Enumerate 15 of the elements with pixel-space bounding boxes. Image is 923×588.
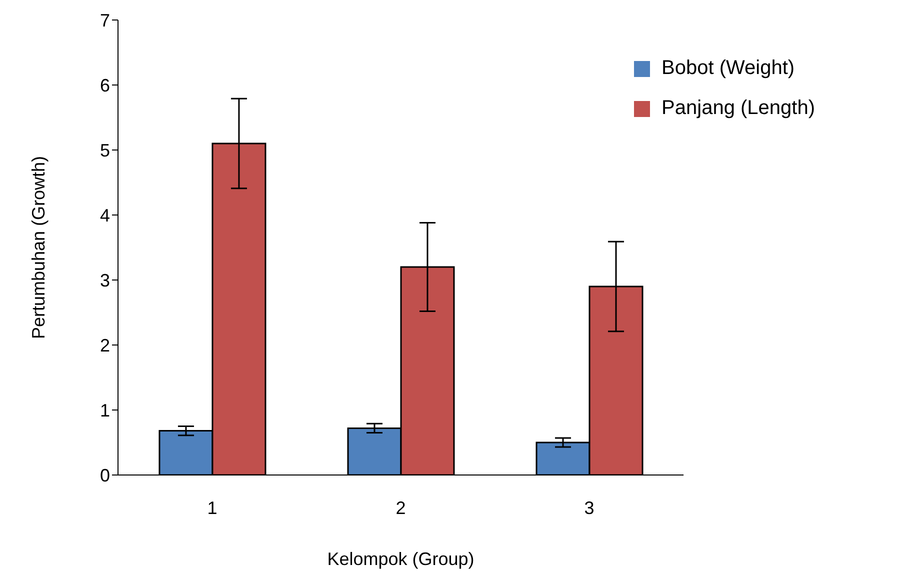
y-tick-label: 7 [100, 10, 110, 30]
x-tick-label: 3 [584, 498, 594, 518]
y-axis-title: Pertumbuhan (Growth) [28, 156, 48, 340]
legend-label: Bobot (Weight) [662, 57, 795, 79]
y-tick-label: 1 [100, 400, 110, 420]
y-tick-label: 5 [100, 140, 110, 160]
x-tick-label: 1 [207, 498, 218, 518]
y-tick-label: 0 [100, 465, 110, 486]
legend-label: Panjang (Length) [662, 97, 815, 119]
x-tick-label: 2 [396, 498, 406, 518]
y-tick-label: 4 [100, 205, 110, 226]
y-tick-label: 3 [100, 270, 110, 290]
y-tick-label: 2 [100, 335, 110, 356]
y-tick-label: 6 [100, 75, 110, 96]
x-axis-title: Kelompok (Group) [327, 549, 474, 569]
